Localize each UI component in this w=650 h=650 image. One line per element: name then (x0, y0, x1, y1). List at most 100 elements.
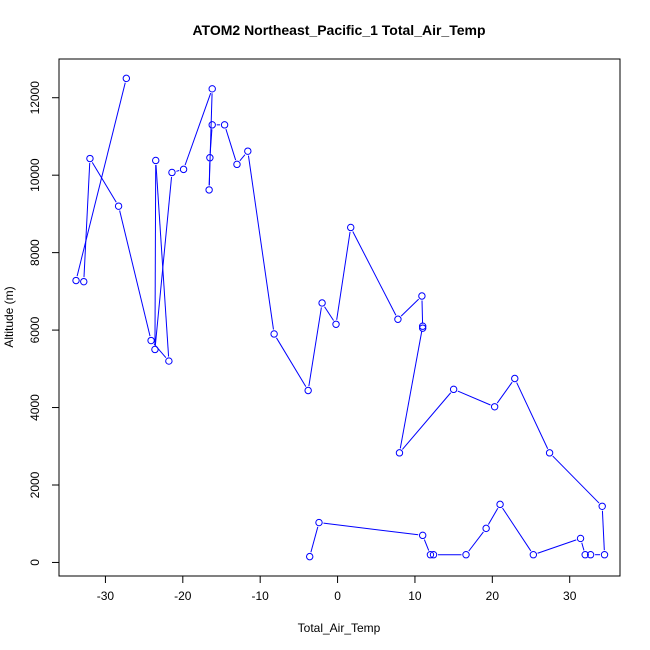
series-segment (502, 507, 532, 552)
data-point (147, 336, 155, 345)
data-point (418, 292, 426, 300)
x-tick-label: 10 (408, 589, 422, 603)
y-tick-label: 10000 (28, 158, 42, 192)
x-tick-label: 20 (486, 589, 500, 603)
series-segment (76, 82, 126, 277)
data-point (490, 403, 499, 411)
data-point (496, 500, 504, 509)
x-axis: -30 -20 -10 0 10 20 30 (97, 576, 577, 603)
series-segment (308, 307, 322, 387)
data-point (72, 276, 80, 285)
data-point (598, 502, 606, 510)
data-point (306, 552, 314, 561)
data-point (426, 551, 435, 559)
series-segment (176, 170, 180, 172)
data-point (315, 518, 323, 527)
y-tick-label: 0 (28, 559, 42, 566)
series-segment (457, 390, 491, 406)
data-point (220, 121, 229, 129)
data-point (332, 320, 340, 328)
data-point (529, 551, 538, 559)
data-point (586, 551, 595, 559)
data-point (168, 168, 176, 177)
data-point (80, 277, 88, 286)
data-point (233, 160, 241, 169)
data-point (208, 121, 216, 129)
series-segment (324, 306, 334, 321)
chart-title: ATOM2 Northeast_Pacific_1 Total_Air_Temp (192, 22, 485, 38)
y-tick-label: 2000 (28, 471, 42, 498)
data-point (318, 299, 326, 307)
series-segment (225, 128, 237, 161)
series-lines (76, 82, 605, 556)
x-tick-label: 30 (563, 589, 577, 603)
x-tick-label: -30 (97, 589, 115, 603)
y-tick-label: 6000 (28, 316, 42, 343)
series-segment (402, 392, 452, 450)
data-point (394, 315, 402, 323)
y-tick-label: 12000 (28, 81, 42, 115)
data-point (482, 524, 490, 533)
series-segment (154, 164, 157, 345)
data-point (600, 551, 609, 559)
y-axis-label: Altitude (m) (2, 286, 16, 347)
series-segment (352, 231, 397, 316)
data-point (429, 551, 438, 559)
y-axis: 0 2000 4000 6000 8000 10000 12000 (28, 81, 59, 566)
data-point (114, 202, 123, 210)
series-segment (184, 92, 212, 166)
data-point (418, 324, 427, 332)
data-point (395, 449, 404, 457)
series-segment (399, 330, 423, 449)
series-segment (323, 522, 419, 536)
data-point (545, 449, 554, 457)
series-segment (336, 231, 351, 320)
series-segment (154, 176, 173, 346)
data-point (122, 74, 131, 83)
x-tick-label: -10 (252, 589, 270, 603)
data-point (244, 147, 252, 155)
series-segment (601, 510, 605, 551)
series-segment (496, 381, 513, 404)
series-segment (581, 542, 585, 551)
series-segment (421, 300, 424, 324)
x-tick-label: 0 (334, 589, 341, 603)
x-tick-label: -20 (174, 589, 192, 603)
series-segment (119, 210, 151, 337)
data-point (206, 154, 214, 162)
series-segment (537, 539, 577, 554)
series-segment (516, 382, 549, 449)
data-point (86, 154, 94, 163)
data-point (511, 374, 519, 383)
series-segment (91, 162, 117, 203)
plot-frame (58, 58, 621, 577)
series-segment (247, 155, 274, 330)
series-segment (239, 154, 246, 162)
series-segment (487, 507, 499, 525)
data-point (304, 386, 312, 395)
data-point (449, 385, 458, 394)
data-point (418, 531, 427, 540)
data-point (165, 357, 173, 365)
data-point (418, 322, 427, 330)
series-segment (83, 162, 91, 278)
x-axis-label: Total_Air_Temp (298, 621, 381, 635)
series-points (72, 74, 609, 561)
series-segment (468, 531, 484, 552)
data-point (347, 223, 355, 232)
y-tick-label: 4000 (28, 394, 42, 421)
data-point (179, 165, 188, 174)
data-point (576, 534, 585, 543)
y-tick-label: 8000 (28, 239, 42, 266)
series-segment (310, 526, 319, 553)
data-point (152, 156, 160, 165)
series-segment (208, 93, 213, 186)
data-point (205, 186, 213, 194)
series-segment (276, 337, 307, 387)
series-segment (400, 298, 420, 317)
data-point (462, 551, 470, 559)
series-segment (155, 164, 170, 357)
series-segment (423, 539, 430, 551)
data-point (581, 551, 589, 559)
